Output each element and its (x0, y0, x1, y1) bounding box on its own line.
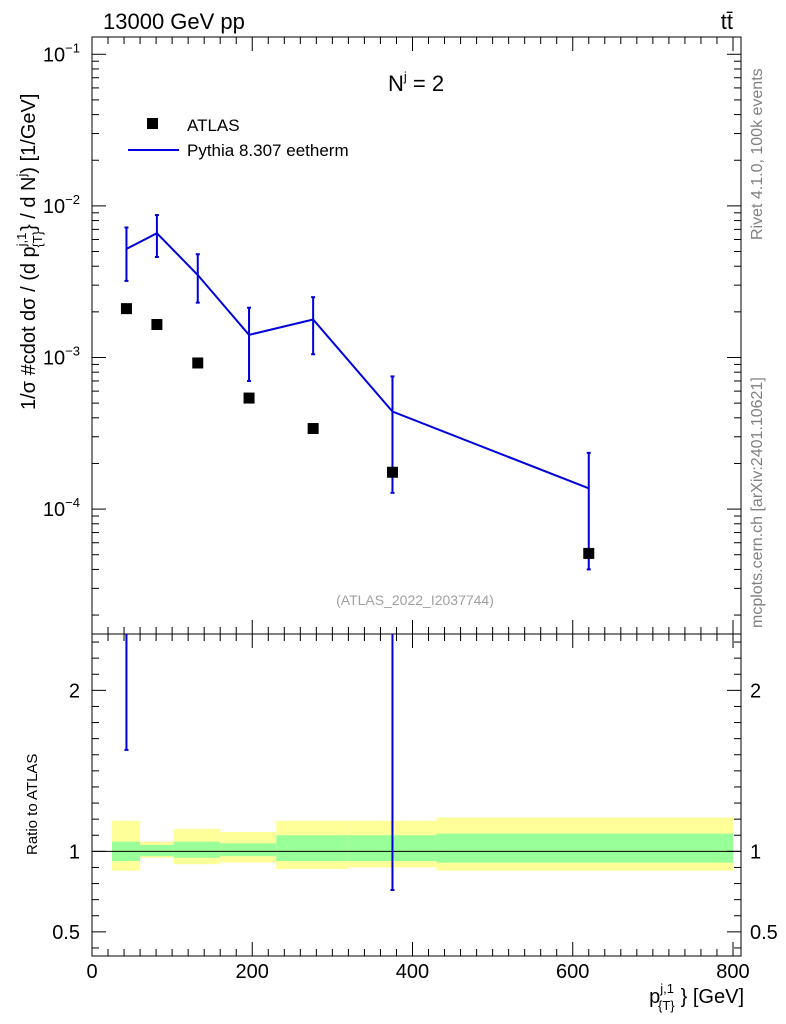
panel-title-eq: = 2 (407, 71, 444, 96)
main-ytick-label: 10−1 (43, 40, 80, 66)
main-ytick-label: 10−4 (43, 495, 80, 521)
panel-title-n: N (388, 71, 404, 96)
xtick-label: 600 (556, 961, 589, 983)
main-panel: 10−4 10−3 10−2 10−1 Nj = 2 ATLAS Pythia 8.3… (14, 36, 742, 635)
atlas-point (583, 547, 595, 559)
ratio-ticks (91, 634, 741, 956)
ratio-panel: 0.5 0.5 1 1 2 2 0 200 400 600 800 Ratio to ATLAS (24, 633, 778, 983)
atlas-point (307, 423, 319, 435)
ratio-band-inner (436, 833, 733, 863)
ratio-frame (91, 633, 742, 957)
legend: ATLAS Pythia 8.307 eetherm (128, 116, 349, 160)
ratio-ytick-label: 1 (69, 841, 80, 863)
atlas-point (151, 319, 163, 331)
atlas-point (192, 357, 204, 369)
main-series (120, 214, 595, 571)
main-ticks (91, 37, 741, 634)
legend-atlas-label: ATLAS (187, 116, 240, 135)
xtick-label: 800 (716, 961, 749, 983)
xlabel: pj,1 {T}} [GeV] (649, 981, 744, 1013)
energy-label: 13000 GeV pp (103, 9, 245, 34)
source-label: mcplots.cern.ch [arXiv:2401.10621] (749, 377, 766, 628)
main-ylabel: 1/σ #cdot dσ / (d pj,1{T}} / d Nj) [1/Ge… (14, 94, 45, 410)
panel-title-sup: j (403, 69, 407, 84)
ratio-ytick-label: 2 (69, 680, 80, 702)
ratio-ytick-label-right: 2 (750, 680, 761, 702)
main-ytick-labels: 10−4 10−3 10−2 10−1 (43, 40, 80, 521)
xtick-label: 200 (236, 961, 269, 983)
ratio-ylabel: Ratio to ATLAS (24, 754, 41, 855)
rivet-label: Rivet 4.1.0, 100k events (749, 68, 766, 240)
process-label: tt̄ (721, 9, 733, 34)
atlas-point (386, 466, 398, 478)
ratio-bands (92, 817, 741, 871)
xtick-label: 0 (86, 961, 97, 983)
ratio-band-inner (220, 843, 277, 857)
ratio-ytick-label-right: 1 (750, 841, 761, 863)
ratio-band-inner (173, 841, 221, 858)
ratio-band-inner (140, 844, 174, 857)
main-ytick-label: 10−3 (43, 343, 80, 369)
ratio-band-inner (276, 835, 349, 862)
analysis-annotation: (ATLAS_2022_I2037744) (336, 592, 494, 608)
main-ytick-label: 10−2 (43, 192, 80, 218)
legend-pythia-label: Pythia 8.307 eetherm (187, 141, 349, 160)
ratio-tick-labels: 0.5 0.5 1 1 2 2 0 200 400 600 800 (52, 680, 778, 983)
ratio-ytick-label-right: 0.5 (750, 922, 778, 944)
panel-title: Nj = 2 (388, 69, 444, 96)
ratio-series (124, 634, 395, 891)
legend-atlas-marker (147, 118, 158, 129)
xtick-label: 400 (396, 961, 429, 983)
atlas-point (243, 392, 255, 404)
ratio-ytick-label: 0.5 (52, 922, 80, 944)
atlas-point (120, 303, 132, 315)
